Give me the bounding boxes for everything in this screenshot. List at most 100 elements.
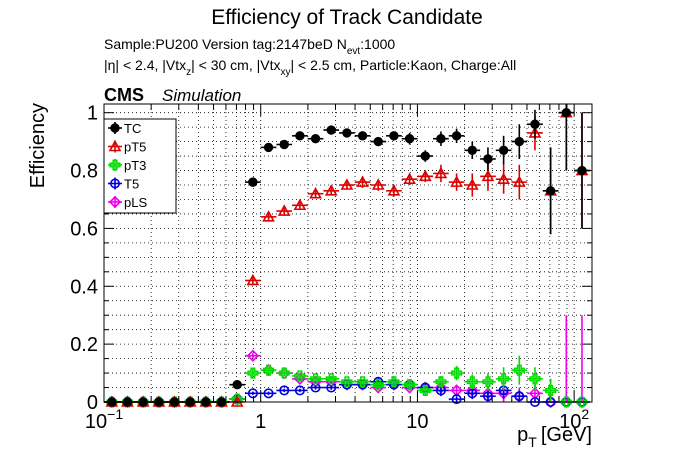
data-point: [560, 396, 572, 408]
y-tick-label: 0.4: [70, 276, 98, 298]
data-point: [451, 367, 463, 379]
data-point: [497, 172, 510, 185]
data-point: [263, 142, 274, 153]
data-point: [324, 184, 338, 196]
data-point: [450, 175, 463, 187]
data-point: [434, 166, 448, 179]
data-point: [498, 145, 509, 155]
data-point: [373, 136, 383, 147]
y-tick-label: 0.8: [70, 161, 98, 183]
data-point: [389, 131, 399, 141]
data-point: [356, 175, 369, 187]
legend-marker: [109, 159, 121, 171]
x-tick-label: 10: [406, 411, 428, 433]
data-point: [482, 391, 493, 402]
legend: TC pT5 pT3 T5 pLS: [103, 118, 177, 214]
data-point: [357, 131, 368, 141]
data-point: [247, 388, 258, 399]
x-tick-label: 102: [559, 406, 589, 433]
data-point: [340, 178, 354, 190]
data-point: [436, 134, 446, 144]
chart-title: Efficiency of Track Candidate: [211, 6, 483, 29]
legend-marker: [108, 139, 122, 152]
data-point: [420, 151, 430, 161]
x-axis-label: pT [GeV]: [517, 424, 592, 450]
data-point: [326, 125, 336, 135]
series-tc: [104, 104, 590, 407]
data-point: [357, 376, 369, 388]
data-point: [310, 373, 322, 385]
data-point: [576, 396, 588, 408]
data-point: [577, 165, 587, 176]
data-point: [514, 136, 524, 147]
data-point: [482, 376, 494, 388]
x-tick-label: 10−1: [85, 406, 123, 433]
axes: 0 0.2 0.4 0.6 0.8 1 10−1 1 10 102: [70, 103, 592, 433]
data-point: [404, 379, 416, 391]
data-point: [342, 128, 352, 138]
data-point: [247, 367, 259, 379]
data-point: [467, 388, 478, 399]
data-point: [263, 364, 275, 376]
data-point: [248, 177, 258, 187]
legend-label: T5: [124, 177, 139, 192]
data-point: [246, 349, 259, 362]
legend-label: TC: [124, 121, 141, 136]
legend-label: pT5: [124, 140, 146, 155]
data-point: [279, 139, 289, 150]
legend-marker: [110, 178, 121, 189]
data-point: [294, 370, 306, 382]
data-point: [263, 388, 274, 399]
data-point: [483, 154, 493, 164]
data-point: [279, 385, 290, 396]
plot-frame: [103, 103, 593, 403]
data-point: [561, 107, 572, 118]
data-point: [293, 198, 307, 211]
data-point: [387, 184, 401, 196]
data-point: [341, 376, 353, 388]
data-point: [513, 364, 525, 376]
data-point: [404, 134, 415, 144]
chart-subtitle-sample: Sample:PU200 Version tag:2147beD Nevt:10…: [104, 36, 395, 57]
data-point: [418, 169, 432, 182]
y-tick-label: 0.2: [70, 334, 98, 356]
data-point: [467, 145, 477, 155]
grid-lines: [103, 104, 592, 402]
data-point: [465, 178, 479, 190]
legend-marker: [108, 195, 122, 209]
y-axis-label: Efficiency: [27, 103, 49, 188]
legend-marker: [110, 123, 120, 133]
data-point: [277, 204, 291, 216]
data-point: [310, 134, 321, 144]
data-point: [481, 169, 495, 182]
data-point: [512, 175, 526, 187]
data-point: [231, 393, 243, 405]
chart-subtitle-cuts: |η| < 2.4, |Vtxz| < 30 cm, |Vtxxy| < 2.5…: [104, 57, 516, 78]
data-point: [530, 119, 540, 129]
data-point: [294, 385, 305, 396]
data-point: [278, 367, 290, 379]
series-pt5: [104, 104, 590, 407]
data-point: [246, 273, 260, 286]
simulation-label: Simulation: [162, 86, 241, 105]
data-point: [325, 373, 337, 385]
y-tick-label: 0: [87, 392, 98, 414]
data-point: [545, 186, 556, 196]
legend-label: pLS: [124, 195, 147, 210]
data-point: [232, 379, 242, 390]
data-point: [498, 373, 510, 385]
data-point: [371, 178, 385, 190]
cms-label: CMS: [104, 85, 144, 105]
data-point: [545, 384, 557, 396]
data-point: [451, 131, 462, 141]
legend-label: pT3: [124, 158, 146, 173]
x-tick-label: 1: [255, 411, 266, 433]
y-tick-label: 0.6: [70, 218, 98, 240]
data-point: [466, 376, 478, 388]
data-point: [372, 379, 384, 391]
data-point: [514, 391, 525, 402]
data-marks: [104, 104, 590, 409]
data-point: [295, 131, 305, 141]
data-point: [529, 373, 541, 385]
data-point: [262, 210, 275, 222]
